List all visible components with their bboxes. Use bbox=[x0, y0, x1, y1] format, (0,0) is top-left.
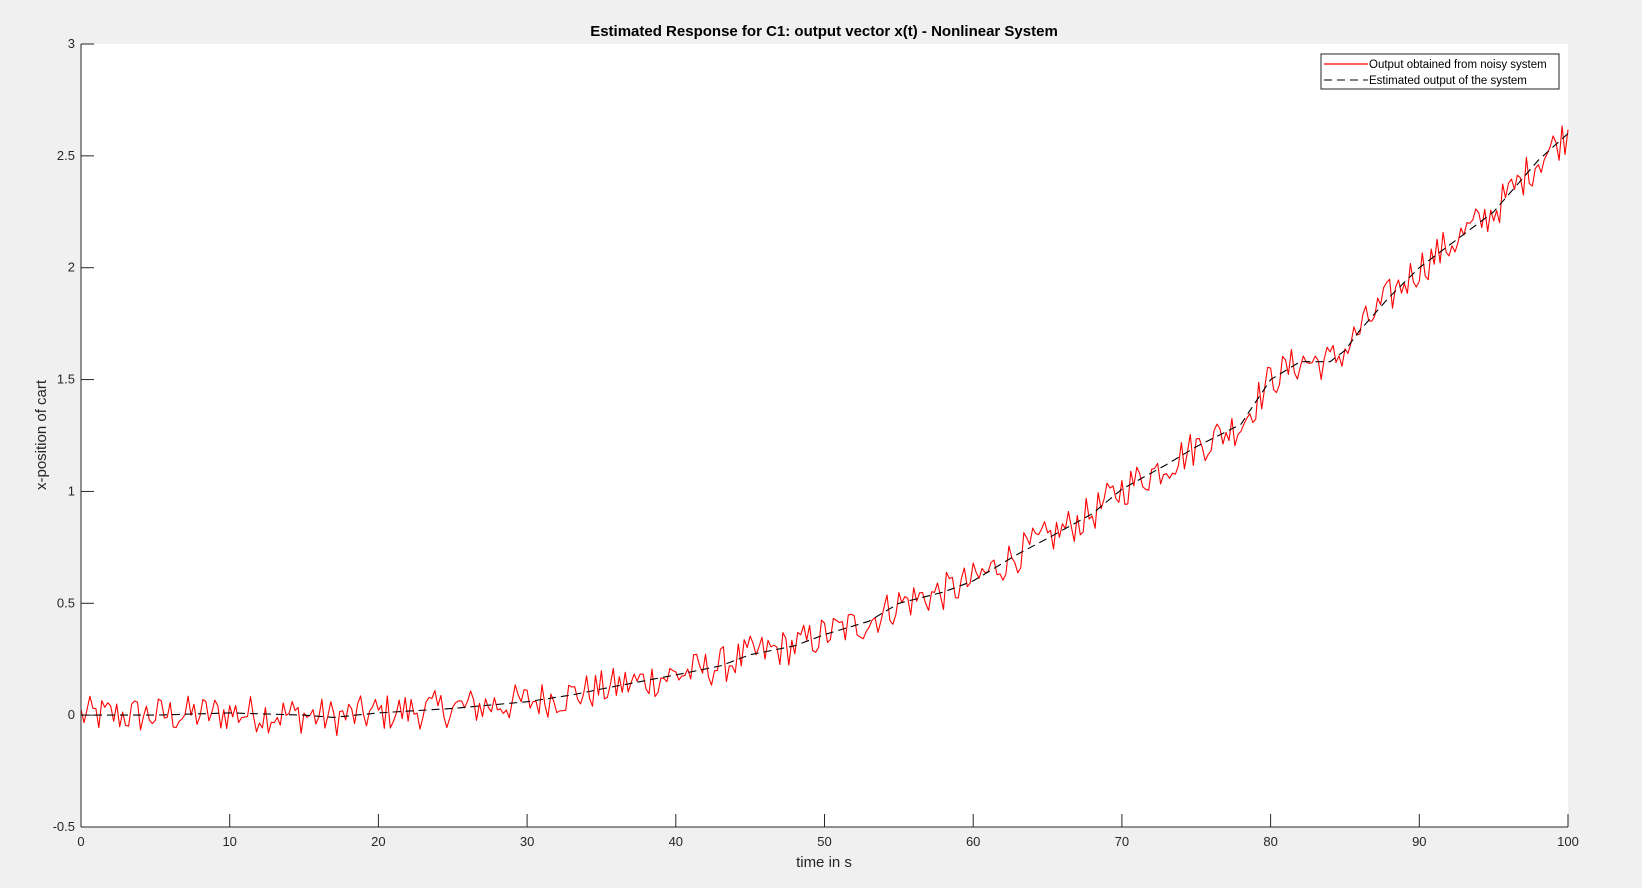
x-tick-label: 30 bbox=[520, 834, 534, 849]
y-axis-title: x-position of cart bbox=[33, 379, 50, 490]
y-tick-label: 2 bbox=[68, 260, 75, 275]
x-tick-label: 100 bbox=[1557, 834, 1579, 849]
x-tick-label: 60 bbox=[966, 834, 980, 849]
y-tick-label: 0 bbox=[68, 707, 75, 722]
x-tick-label: 90 bbox=[1412, 834, 1426, 849]
y-tick-label: 1 bbox=[68, 483, 75, 498]
estimated-output-line bbox=[81, 133, 1569, 718]
y-tick-label: 0.5 bbox=[57, 595, 75, 610]
legend-noisy-label: Output obtained from noisy system bbox=[1369, 59, 1547, 71]
y-tick-label: 3 bbox=[68, 36, 75, 51]
labels-layer: 0 10 20 30 40 50 60 70 80 90 100-0.500.511.522.53 bbox=[53, 36, 1579, 849]
x-tick-label: 50 bbox=[817, 834, 831, 849]
legend-box bbox=[1320, 53, 1560, 90]
y-tick-label: -0.5 bbox=[53, 819, 75, 834]
axes-layer bbox=[80, 43, 1569, 828]
x-axis-title: time in s bbox=[796, 854, 852, 871]
legend-estimated-label: Estimated output of the system bbox=[1369, 75, 1527, 87]
x-tick-label: 0 bbox=[77, 834, 84, 849]
x-tick-label: 40 bbox=[669, 834, 683, 849]
plot-area bbox=[81, 44, 1568, 827]
y-tick-label: 2.5 bbox=[57, 148, 75, 163]
series-layer bbox=[80, 125, 1569, 737]
y-tick-label: 1.5 bbox=[57, 372, 75, 387]
noisy-output-line bbox=[80, 125, 1569, 737]
legend[interactable]: Output obtained from noisy system Estima… bbox=[1320, 53, 1560, 90]
x-tick-label: 10 bbox=[222, 834, 236, 849]
x-tick-label: 20 bbox=[371, 834, 385, 849]
x-tick-label: 70 bbox=[1115, 834, 1129, 849]
x-tick-label: 80 bbox=[1263, 834, 1277, 849]
chart-title: Estimated Response for C1: output vector… bbox=[590, 23, 1058, 40]
